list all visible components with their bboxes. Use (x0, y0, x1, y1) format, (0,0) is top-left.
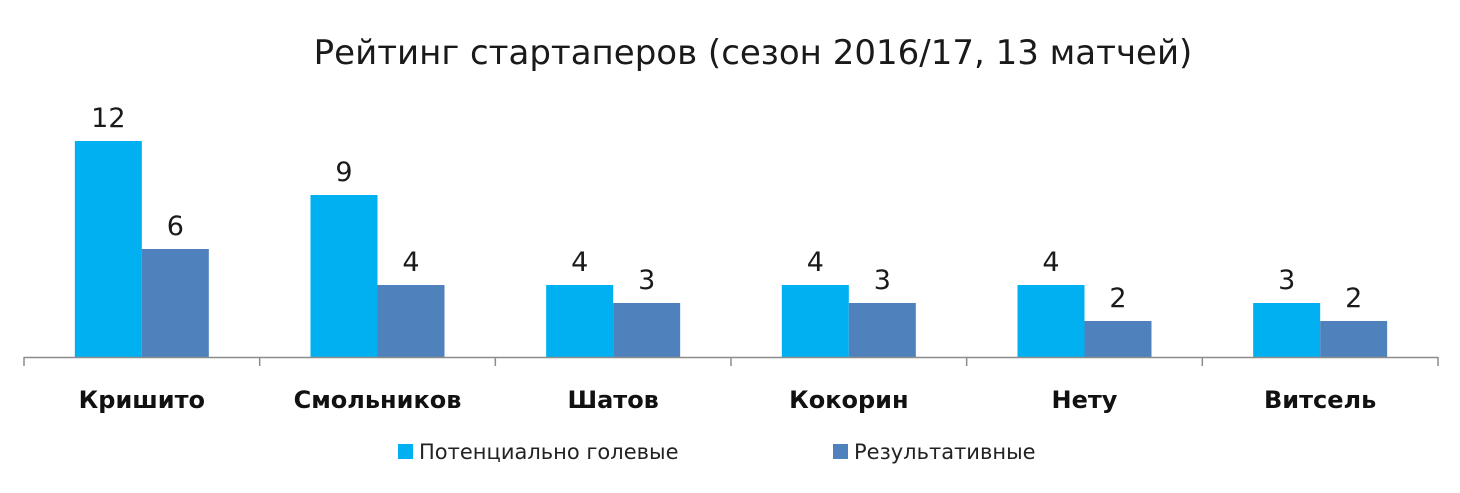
data-label: 3 (1278, 265, 1295, 296)
legend-label: Результативные (854, 440, 1036, 464)
legend-swatch (833, 444, 848, 459)
bar-potential-0 (74, 141, 142, 357)
bar-result-5 (1320, 321, 1388, 357)
category-label: Кришито (79, 386, 205, 414)
bars-layer (74, 141, 1388, 357)
category-label: Витсель (1264, 386, 1376, 414)
category-label: Нету (1052, 386, 1118, 414)
bar-potential-1 (310, 195, 378, 357)
bar-potential-5 (1253, 303, 1321, 357)
legend: Потенциально голевые Результативные (398, 440, 1036, 464)
data-label: 9 (335, 157, 352, 188)
bar-result-2 (613, 303, 681, 357)
data-label: 6 (167, 211, 184, 242)
data-label: 2 (1345, 283, 1362, 314)
bar-potential-3 (781, 285, 849, 357)
bar-result-1 (377, 285, 445, 357)
bar-potential-4 (1017, 285, 1085, 357)
bar-potential-2 (546, 285, 614, 357)
data-label: 3 (638, 265, 655, 296)
bar-result-4 (1084, 321, 1152, 357)
category-label: Шатов (567, 386, 658, 414)
data-label: 12 (91, 103, 125, 134)
bar-result-3 (848, 303, 916, 357)
data-label: 4 (1042, 247, 1059, 278)
category-label: Кокорин (789, 386, 908, 414)
legend-label: Потенциально голевые (419, 440, 679, 464)
x-axis: Кришито Смольников Шатов Кокорин Нету Витсель (23, 356, 1439, 414)
bar-result-0 (141, 249, 209, 357)
legend-swatch (398, 444, 413, 459)
data-label: 3 (874, 265, 891, 296)
category-label: Смольников (294, 386, 462, 414)
data-label: 4 (402, 247, 419, 278)
chart-title: Рейтинг стартаперов (сезон 2016/17, 13 м… (314, 33, 1193, 73)
data-label: 4 (571, 247, 588, 278)
data-labels: 12 6 9 4 4 3 4 3 4 2 3 2 (91, 103, 1362, 314)
data-label: 2 (1109, 283, 1126, 314)
data-label: 4 (807, 247, 824, 278)
